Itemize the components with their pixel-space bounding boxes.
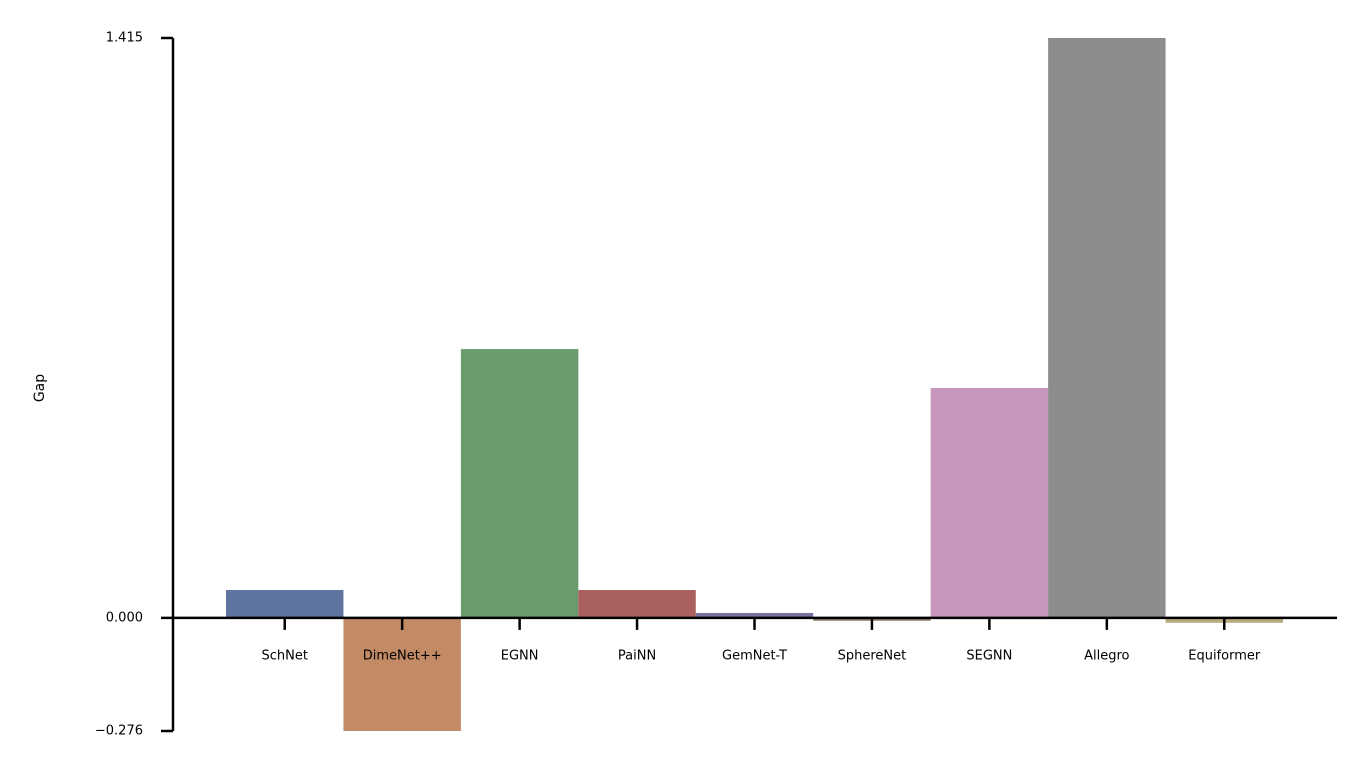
y-axis-label: Gap: [32, 374, 48, 402]
bar: [578, 590, 696, 618]
bar: [1048, 38, 1166, 618]
x-tick-label: EGNN: [501, 649, 539, 664]
y-tick-label: −0.276: [95, 724, 143, 739]
x-tick-label: PaiNN: [618, 649, 656, 664]
bar: [460, 349, 579, 618]
bar: [343, 617, 461, 731]
y-tick-label: 0.000: [106, 610, 143, 625]
x-tick-label: Equiformer: [1188, 649, 1261, 664]
x-tick-label: GemNet-T: [722, 649, 787, 664]
x-tick-label: SphereNet: [838, 649, 907, 664]
x-tick-label: DimeNet++: [363, 649, 442, 664]
y-tick-label: 1.415: [106, 31, 143, 46]
x-tick-label: SchNet: [261, 649, 307, 664]
bar: [930, 387, 1049, 618]
x-tick-label: Allegro: [1084, 649, 1129, 664]
bar: [695, 612, 814, 618]
x-tick-label: SEGNN: [966, 649, 1012, 664]
bar: [226, 590, 344, 618]
